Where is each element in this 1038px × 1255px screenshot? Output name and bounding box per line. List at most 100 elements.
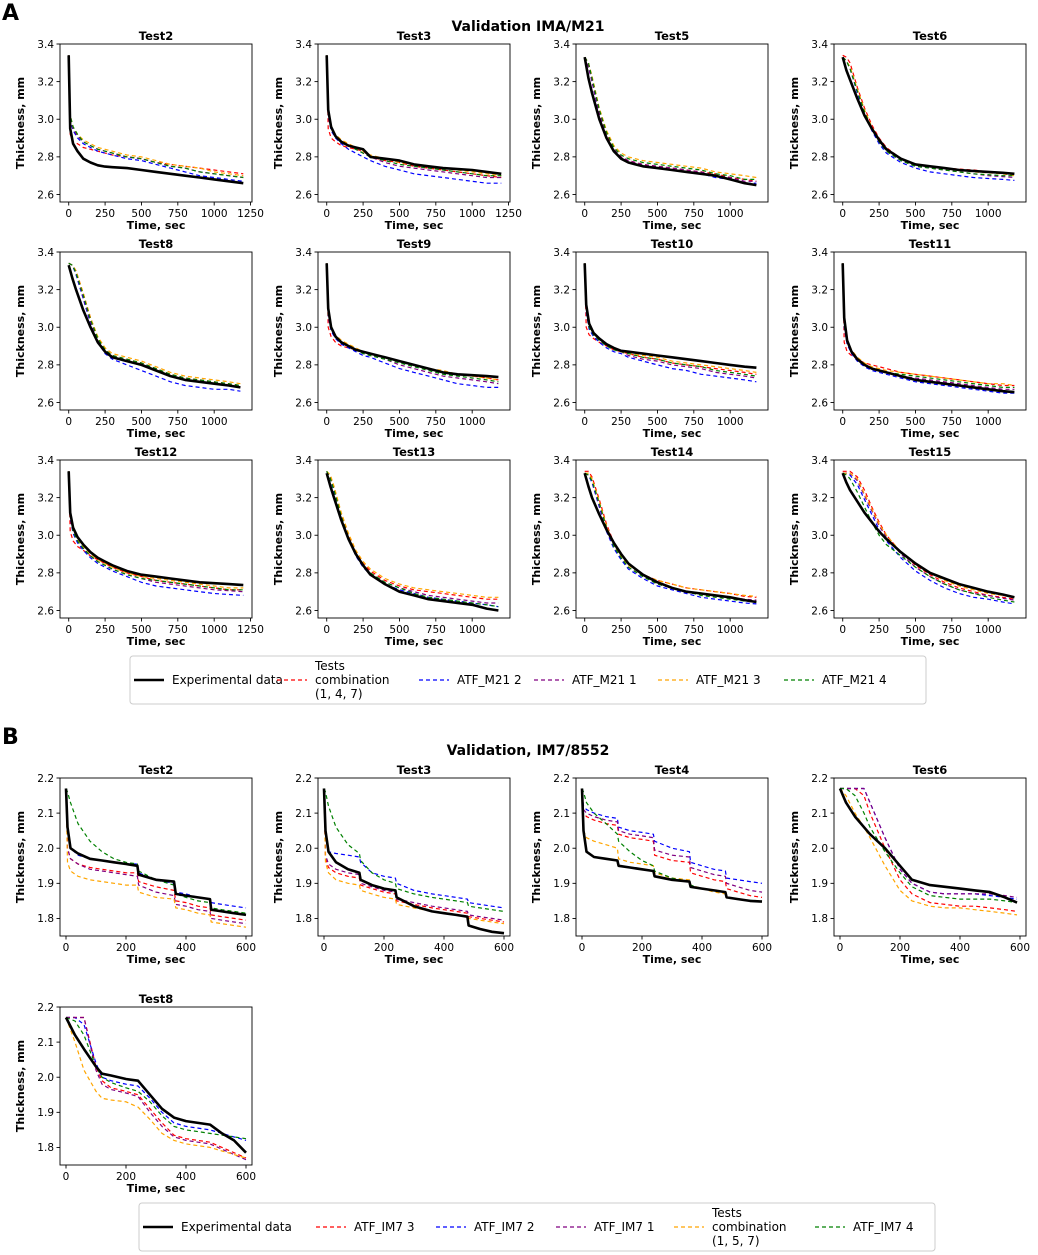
y-tick-label: 2.1 — [295, 808, 312, 820]
y-tick-label: 3.2 — [811, 492, 828, 504]
series-line-atf-m21-3 — [584, 263, 757, 373]
y-tick-label: 2.6 — [811, 189, 828, 201]
y-tick-label: 3.4 — [295, 247, 312, 259]
x-tick-label: 200 — [374, 942, 394, 954]
legend-label-line: Experimental data — [172, 673, 283, 687]
series-line-experimental-data — [325, 263, 499, 379]
series-line-atf-m21-2 — [584, 263, 757, 383]
legend-label-line: ATF_M21 4 — [822, 673, 887, 687]
x-tick-label: 1250 — [237, 208, 264, 220]
x-tick-label: 0 — [63, 1171, 70, 1183]
chart-series-group — [322, 788, 505, 935]
y-tick-label: 3.0 — [811, 530, 828, 542]
chart-frame — [59, 777, 253, 937]
series-line-atf-im7-2 — [323, 788, 505, 909]
y-tick-label: 3.2 — [553, 284, 570, 296]
y-tick-label: 3.2 — [553, 76, 570, 88]
chart-series-group — [580, 788, 763, 903]
y-axis-label: Thickness, mm — [14, 811, 27, 903]
chart-series-group — [841, 54, 1015, 181]
x-axis-label: Time, sec — [127, 219, 186, 232]
x-tick-label: 750 — [684, 208, 704, 220]
x-tick-label: 500 — [389, 416, 409, 428]
y-tick-label: 2.6 — [811, 397, 828, 409]
legend-label-line: (1, 4, 7) — [315, 687, 363, 701]
y-axis-label: Thickness, mm — [14, 77, 27, 169]
chart-series-group — [67, 471, 244, 596]
x-tick-label: 750 — [168, 208, 188, 220]
x-tick-label: 0 — [323, 624, 330, 636]
chart-frame — [833, 43, 1027, 203]
y-axis-label: Thickness, mm — [14, 285, 27, 377]
x-tick-label: 1000 — [717, 208, 744, 220]
chart-panel-a-test15: 0 250 500 750 1000 2.6 2.8 3.0 3.2 3.4 Test15 Time,… — [788, 445, 1027, 648]
x-tick-label: 400 — [692, 942, 712, 954]
chart-title: Test8 — [139, 992, 173, 1006]
y-tick-label: 3.4 — [295, 39, 312, 51]
y-tick-label: 3.0 — [553, 114, 570, 126]
x-tick-label: 500 — [389, 208, 409, 220]
chart-frame — [575, 43, 769, 203]
y-tick-label: 2.0 — [295, 843, 312, 855]
chart-frame — [317, 43, 511, 203]
chart-panel-a-test9: 0 250 500 750 1000 2.6 2.8 3.0 3.2 3.4 Test9 Time, … — [272, 237, 511, 440]
series-line-tests-combination-1-5-7 — [65, 1017, 247, 1159]
x-tick-label: 400 — [950, 942, 970, 954]
series-line-atf-im7-3 — [840, 787, 1018, 912]
legend-label-line: combination — [315, 673, 390, 687]
series-line-experimental-data — [325, 55, 502, 176]
series-line-experimental-data — [64, 1016, 247, 1154]
y-axis-label: Thickness, mm — [788, 285, 801, 377]
legend-panel-b: Experimental data ATF_IM7 3 ATF_IM7 2 ATF_I… — [138, 1202, 936, 1252]
legend-panel-a: Experimental data Tests combination (1, 4, … — [129, 655, 927, 705]
chart-panel-a-test11: 0 250 500 750 1000 2.6 2.8 3.0 3.2 3.4 Test11 Time,… — [788, 237, 1027, 440]
y-tick-label: 3.0 — [295, 114, 312, 126]
x-tick-label: 1000 — [975, 416, 1002, 428]
chart-frame — [575, 459, 769, 619]
y-tick-label: 3.2 — [811, 284, 828, 296]
series-line-experimental-data — [583, 472, 757, 604]
legend-label-line: ATF_IM7 4 — [853, 1220, 914, 1234]
series-line-atf-im7-2 — [66, 1016, 247, 1141]
x-tick-label: 0 — [839, 624, 846, 636]
x-tick-label: 750 — [942, 208, 962, 220]
x-tick-label: 600 — [494, 942, 514, 954]
x-axis-label: Time, sec — [901, 635, 960, 648]
x-tick-label: 400 — [434, 942, 454, 954]
x-axis-label: Time, sec — [385, 635, 444, 648]
x-tick-label: 500 — [647, 416, 667, 428]
y-axis-label: Thickness, mm — [788, 77, 801, 169]
x-axis-label: Time, sec — [643, 427, 702, 440]
series-line-experimental-data — [322, 788, 505, 935]
y-tick-label: 3.4 — [553, 39, 570, 51]
y-tick-label: 3.0 — [811, 114, 828, 126]
legend-label: ATF_IM7 1 — [594, 1220, 655, 1234]
series-line-atf-im7-4 — [840, 787, 1018, 904]
legend-frame — [138, 1202, 936, 1252]
y-tick-label: 1.9 — [295, 878, 312, 890]
y-tick-label: 2.6 — [553, 189, 570, 201]
x-tick-label: 600 — [752, 942, 772, 954]
x-tick-label: 0 — [839, 416, 846, 428]
chart-frame — [59, 251, 253, 411]
x-axis-label: Time, sec — [643, 953, 702, 966]
x-tick-label: 1000 — [459, 624, 486, 636]
y-tick-label: 3.0 — [37, 322, 54, 334]
legend-label-line: Tests — [711, 1206, 742, 1220]
y-axis-label: Thickness, mm — [272, 493, 285, 585]
x-axis-label: Time, sec — [643, 219, 702, 232]
chart-frame — [317, 777, 511, 937]
chart-panel-a-test10: 0 250 500 750 1000 2.6 2.8 3.0 3.2 3.4 Test10 Time,… — [530, 237, 769, 440]
y-tick-label: 2.6 — [37, 189, 54, 201]
x-tick-label: 250 — [353, 208, 373, 220]
y-tick-label: 2.0 — [553, 843, 570, 855]
chart-title: Test5 — [655, 29, 689, 43]
y-tick-label: 2.1 — [811, 808, 828, 820]
series-line-atf-m21-3 — [68, 262, 241, 385]
legend-label-line: ATF_M21 1 — [572, 673, 637, 687]
legend-label-line: combination — [712, 1220, 787, 1234]
y-tick-label: 2.6 — [811, 605, 828, 617]
chart-series-group — [583, 263, 757, 383]
series-line-atf-im7-4 — [65, 1016, 247, 1140]
y-tick-label: 3.4 — [553, 455, 570, 467]
